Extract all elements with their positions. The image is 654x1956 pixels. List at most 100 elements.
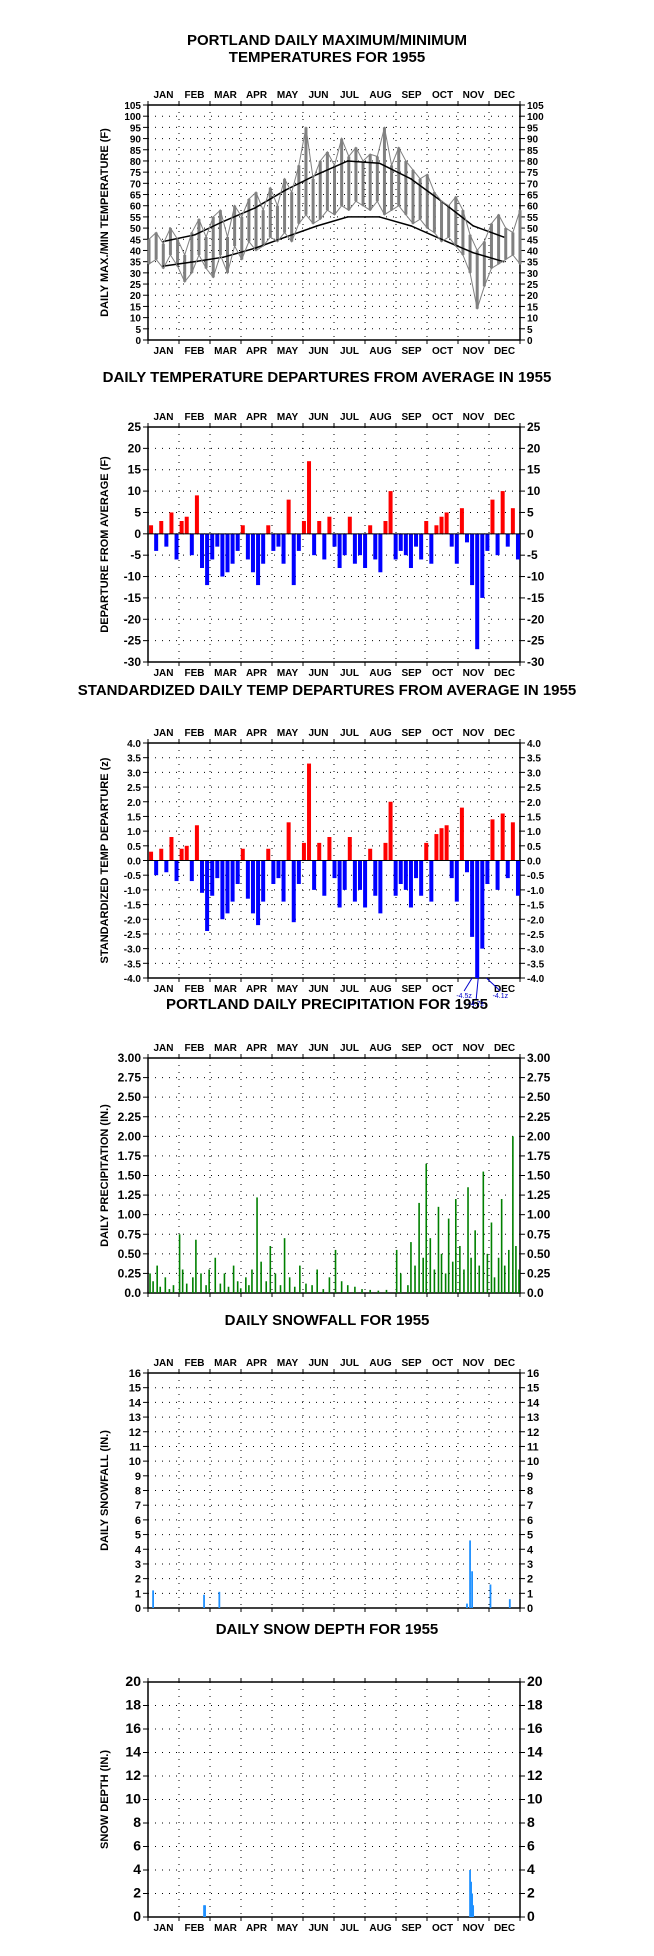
precip-ytick-label-right: 2.25 [527, 1110, 551, 1124]
departure-bar [465, 533, 470, 543]
zscore-bar [205, 860, 210, 931]
departure-bar [388, 491, 393, 534]
zscore-bar [256, 860, 261, 926]
zscore-ytick-label-right: 1.0 [527, 827, 541, 838]
departure-bar [505, 533, 510, 547]
snowdepth-month-bottom-nov: NOV [463, 1923, 485, 1934]
snowfall-bar [469, 1540, 471, 1608]
departure-month-top-oct: OCT [432, 412, 453, 423]
snowfall-month-top-jan: JAN [153, 1358, 173, 1369]
departure-bar [332, 533, 337, 547]
temp-month-bottom-jun: JUN [308, 346, 328, 357]
snowfall-ytick-label-right: 16 [527, 1368, 539, 1380]
snowfall-ytick-label-right: 12 [527, 1427, 539, 1439]
zscore-month-bottom-aug: AUG [369, 984, 391, 995]
departure-month-bottom-aug: AUG [369, 668, 391, 679]
temp-ytick-label-right: 105 [527, 101, 544, 112]
zscore-bar [347, 837, 352, 861]
zscore-bar [174, 860, 179, 882]
departure-bar [174, 533, 179, 560]
departure-bar [194, 495, 199, 534]
temp-point-daily-min [191, 272, 193, 274]
snowfall-ytick-label-right: 9 [527, 1471, 533, 1483]
zscore-ytick-label-left: 2.0 [127, 798, 141, 809]
snowfall-bar [489, 1584, 492, 1608]
departure-ytick-label-left: -15 [124, 591, 142, 605]
precip-bar [425, 1163, 428, 1293]
temp-ytick-label-right: 85 [527, 146, 539, 157]
precip-month-top-sep: SEP [401, 1043, 421, 1054]
temp-month-top-oct: OCT [432, 90, 453, 101]
zscore-ytick-label-right: -2.5 [527, 930, 545, 941]
precip-bar [164, 1277, 167, 1293]
temp-point-daily-max [426, 173, 429, 176]
zscore-bar [444, 825, 449, 861]
temp-point-daily-min [155, 258, 157, 261]
departure-month-top-aug: AUG [369, 412, 391, 423]
temp-ytick-label-left: 20 [130, 291, 142, 302]
zscore-ytick-label-right: 0.5 [527, 842, 541, 853]
snowdepth-bar [204, 1905, 206, 1917]
precip-ytick-label-left: 2.50 [118, 1090, 142, 1104]
departure-ytick-label-left: 5 [134, 505, 141, 519]
zscore-bar [429, 860, 434, 902]
zscore-ytick-label-left: 1.0 [127, 827, 141, 838]
zscore-bar [276, 860, 281, 879]
departure-ytick-label-left: -25 [124, 634, 142, 648]
precip-month-top-feb: FEB [185, 1043, 205, 1054]
precip-ytick-label-left: 0.50 [118, 1247, 142, 1261]
zscore-bar [215, 860, 220, 879]
temp-point-daily-max [476, 249, 478, 252]
snowfall-ytick-label-right: 5 [527, 1530, 533, 1542]
departure-chart-title: DAILY TEMPERATURE DEPARTURES FROM AVERAG… [102, 369, 552, 386]
zscore-bar [307, 763, 312, 861]
snowfall-month-top-jul: JUL [340, 1358, 359, 1369]
departure-bar [276, 533, 281, 547]
departure-month-top-apr: APR [246, 412, 268, 423]
zscore-month-bottom-apr: APR [246, 984, 268, 995]
precip-ytick-label-left: 2.25 [118, 1110, 142, 1124]
zscore-bar [485, 860, 490, 884]
departure-bar [342, 533, 347, 556]
precip-bar [503, 1265, 506, 1293]
precip-bar [486, 1253, 489, 1293]
snowdepth-month-bottom-jul: JUL [340, 1923, 359, 1934]
snowfall-ytick-label-left: 4 [135, 1544, 142, 1556]
departure-bar [240, 525, 245, 534]
zscore-bar [383, 842, 388, 861]
temp-point-daily-max [298, 164, 300, 167]
precip-month-top-jul: JUL [340, 1043, 359, 1054]
zscore-bar [505, 860, 510, 879]
precip-bar [354, 1286, 356, 1293]
zscore-ytick-label-left: -2.0 [124, 915, 142, 926]
zscore-bar [296, 860, 301, 884]
zscore-bar [200, 860, 205, 893]
snowfall-ytick-label-left: 7 [135, 1500, 141, 1512]
temp-point-daily-min [262, 245, 264, 247]
snowfall-month-top-feb: FEB [185, 1358, 205, 1369]
departure-bar [454, 533, 459, 564]
departure-bar [256, 533, 261, 586]
precip-bar [214, 1257, 217, 1293]
temp-point-daily-max [205, 236, 207, 238]
precip-ytick-label-left: 3.00 [118, 1051, 142, 1065]
temp-month-bottom-apr: APR [246, 346, 268, 357]
temp-point-daily-max [390, 164, 393, 167]
departure-bar [352, 533, 357, 564]
precip-bar [407, 1285, 409, 1293]
zscore-ytick-label-right: -0.5 [527, 871, 545, 882]
zscore-ytick-label-left: 0.5 [127, 842, 141, 853]
snowdepth-bar [472, 1905, 475, 1917]
temp-month-top-dec: DEC [494, 90, 515, 101]
precip-bar [311, 1285, 313, 1293]
precip-bar [334, 1249, 337, 1293]
snowfall-ytick-label-right: 14 [527, 1397, 540, 1409]
snowdepth-month-bottom-feb: FEB [185, 1923, 205, 1934]
zscore-bar [419, 860, 424, 896]
temp-point-daily-max [183, 254, 186, 256]
temp-point-daily-max [248, 198, 250, 200]
snowfall-ytick-label-right: 15 [527, 1383, 539, 1395]
temp-ytick-label-right: 75 [527, 168, 539, 179]
temp-point-daily-min [419, 218, 421, 220]
temp-month-bottom-mar: MAR [214, 346, 238, 357]
